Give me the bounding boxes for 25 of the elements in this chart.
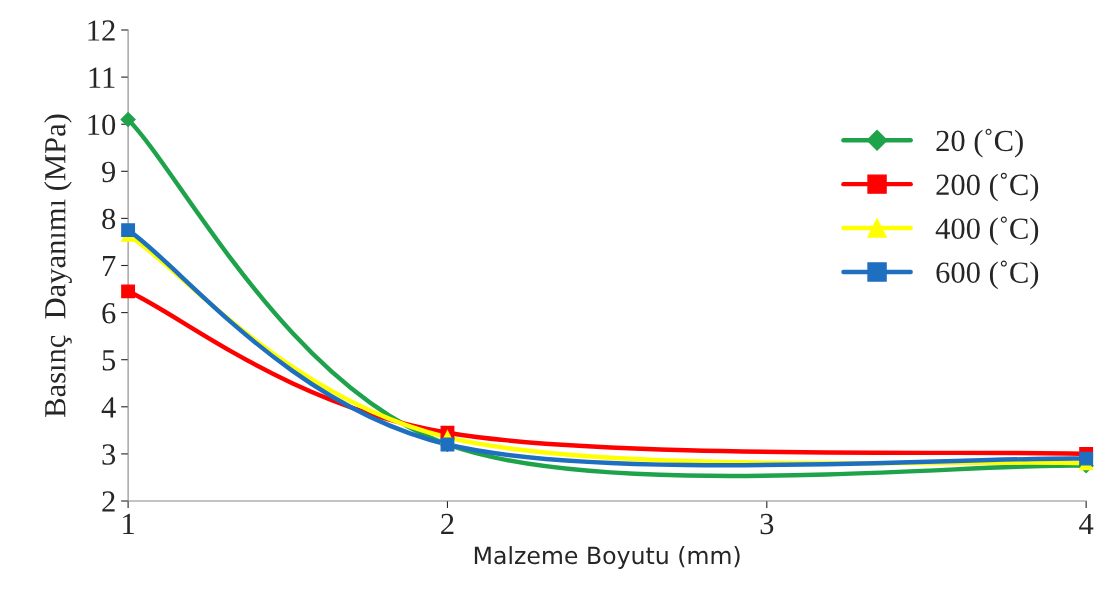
y-tick-label: 12 xyxy=(88,20,115,41)
y-tick-label: 7 xyxy=(103,256,116,277)
point xyxy=(121,223,136,238)
legend-label: 600 (˚C) xyxy=(936,260,1039,290)
y-tick-label: 4 xyxy=(101,397,116,418)
x-axis-title: Malzeme Boyutu (mm) xyxy=(474,546,740,569)
y-tick-label: 10 xyxy=(88,114,116,136)
y-tick-label: 8 xyxy=(102,208,116,230)
y-tick-label: 6 xyxy=(102,302,116,324)
y-axis-title: Basınç Dayanımı (MPa) xyxy=(44,114,72,417)
y-tick-label: 2 xyxy=(102,491,115,512)
x-tick-label: 3 xyxy=(760,513,774,535)
x-tick-label: 2 xyxy=(441,513,454,535)
point xyxy=(121,284,136,299)
y-tick-label: 9 xyxy=(102,161,116,183)
y-tick-label: 11 xyxy=(89,67,115,88)
legend-label: 400 (˚C) xyxy=(935,216,1039,246)
point xyxy=(120,111,136,128)
point xyxy=(1079,451,1094,466)
x-tick-label: 4 xyxy=(1079,513,1094,535)
x-tick-label: 1 xyxy=(123,513,134,535)
y-tick-label: 5 xyxy=(102,350,116,371)
y-tick-label: 3 xyxy=(102,444,116,465)
legend-label: 200 (˚C) xyxy=(936,172,1039,202)
legend-label: 20 (˚C) xyxy=(936,128,1023,158)
